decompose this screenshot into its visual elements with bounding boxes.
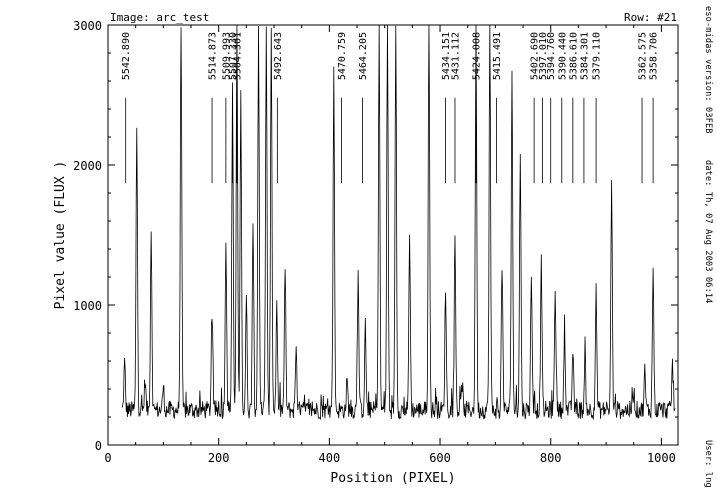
x-tick-label: 800: [540, 451, 562, 465]
line-id-label: 5492.643: [273, 32, 284, 80]
line-id-label: 5434.151: [441, 32, 452, 80]
line-identification-markers: [125, 97, 654, 184]
line-id-label: 5362.575: [638, 32, 649, 80]
line-id-label: 5424.008: [472, 32, 483, 80]
line-id-label: 5390.440: [557, 32, 568, 80]
y-tick-label: 1000: [73, 299, 102, 313]
line-id-label: 5509.993: [221, 32, 232, 80]
spectrum-line: [121, 24, 676, 421]
line-id-label: 5514.873: [208, 32, 219, 80]
y-tick-label: 2000: [73, 159, 102, 173]
line-id-label: 5415.491: [492, 32, 503, 80]
x-tick-label: 400: [319, 451, 341, 465]
plot-frame: [107, 24, 679, 446]
line-id-label: 5504.301: [232, 32, 243, 80]
date-label: date: Th, 07 Aug 2003 06:14: [703, 160, 713, 304]
y-tick-label: 0: [95, 439, 102, 453]
line-id-label: 5386.610: [568, 32, 579, 80]
line-id-label: 5384.301: [579, 32, 590, 80]
line-id-label: 5397.010: [538, 32, 549, 80]
x-axis-label: Position (PIXEL): [330, 471, 455, 486]
user-label: User: lng: [703, 440, 713, 488]
line-id-label: 5431.112: [450, 32, 461, 80]
line-identification-labels: 5542.890 5514.873 5509.9935507.3305504.301…: [121, 32, 659, 80]
line-id-label: 5507.330: [228, 32, 239, 80]
line-id-label: 5470.759: [337, 32, 348, 80]
header-image-label: Image: arc_test: [110, 11, 209, 24]
x-tick-label: 600: [429, 451, 451, 465]
line-id-label: 5402.690: [530, 32, 541, 80]
tick-labels: 0 200 400 600 800 1000 0 1000 2000 3000: [73, 19, 676, 465]
midas-version-label: eso-midas version: 03FEB: [703, 6, 713, 134]
x-tick-label: 1000: [647, 451, 676, 465]
header-row-label: Row: #21: [624, 11, 677, 24]
x-tick-label: 0: [104, 451, 111, 465]
line-id-label: 5542.890: [121, 32, 132, 80]
line-id-label: 5358.706: [649, 32, 660, 80]
line-id-label: 5464.205: [358, 32, 369, 80]
y-axis-label: Pixel value (FLUX ): [53, 161, 68, 310]
axis-ticks: [107, 24, 678, 446]
y-tick-label: 3000: [73, 19, 102, 33]
x-tick-label: 200: [208, 451, 230, 465]
line-id-label: 5394.760: [546, 32, 557, 80]
line-id-label: 5379.110: [592, 32, 603, 80]
